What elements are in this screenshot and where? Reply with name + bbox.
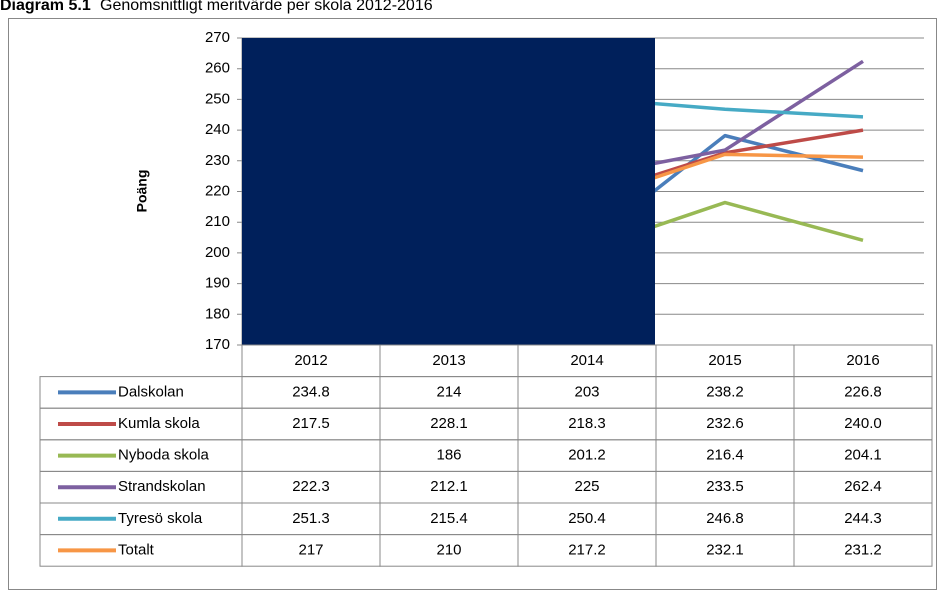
- table-value: 262.4: [844, 478, 882, 495]
- legend-label: Strandskolan: [118, 478, 206, 495]
- legend-label: Nyboda skola: [118, 447, 210, 464]
- y-tick-label: 220: [205, 182, 230, 199]
- table-value: 214: [436, 383, 461, 400]
- table-value: 246.8: [706, 510, 744, 527]
- chart-border: [8, 18, 937, 590]
- y-tick-label: 180: [205, 305, 230, 322]
- table-value: 222.3: [292, 478, 330, 495]
- table-value: 186: [436, 447, 461, 464]
- table-value: 233.5: [706, 478, 744, 495]
- table-value: 238.2: [706, 383, 744, 400]
- x-tick-label: 2013: [432, 352, 465, 369]
- table: 2012 2013 2014 2015 2016 Dalskolan 234.8 214 203…: [39, 344, 933, 567]
- table-value: 250.4: [568, 510, 606, 527]
- table-value: 215.4: [430, 510, 468, 527]
- table-value: 216.4: [706, 447, 744, 464]
- y-tick-label: 170: [205, 336, 230, 353]
- legend-label: Totalt: [118, 541, 155, 558]
- y-tick-label: 210: [205, 213, 230, 230]
- table-value: 210: [436, 541, 461, 558]
- legend-label: Tyresö skola: [118, 510, 203, 527]
- table-value: 244.3: [844, 510, 882, 527]
- table-cell: [241, 439, 381, 472]
- x-tick-label: 2016: [846, 352, 879, 369]
- table-value: 231.2: [844, 541, 882, 558]
- y-axis-label: Poäng: [134, 170, 150, 213]
- table-value: 201.2: [568, 447, 606, 464]
- redaction: [242, 38, 655, 345]
- x-tick-label: 2012: [294, 352, 327, 369]
- table-value: 225: [574, 478, 599, 495]
- table-value: 217: [298, 541, 323, 558]
- y-tick-label: 240: [205, 121, 230, 138]
- y-tick-label: 230: [205, 152, 230, 169]
- y-tick-label: 200: [205, 244, 230, 261]
- chart-title: Diagram 5.1: [0, 0, 91, 14]
- table-value: 240.0: [844, 415, 882, 432]
- table-value: 251.3: [292, 510, 330, 527]
- table-value: 232.6: [706, 415, 744, 432]
- y-tick-label: 260: [205, 60, 230, 77]
- y-tick-label: 190: [205, 275, 230, 292]
- table-value: 212.1: [430, 478, 468, 495]
- table-value: 204.1: [844, 447, 882, 464]
- legend-label: Kumla skola: [118, 415, 200, 432]
- table-value: 226.8: [844, 383, 882, 400]
- y-tick-label: 250: [205, 90, 230, 107]
- legend-label: Dalskolan: [118, 383, 184, 400]
- table-value: 232.1: [706, 541, 744, 558]
- y-tick-label: 270: [205, 29, 230, 46]
- table-value: 234.8: [292, 383, 330, 400]
- table-value: 217.2: [568, 541, 606, 558]
- table-cell: [793, 534, 933, 567]
- x-tick-label: 2014: [570, 352, 603, 369]
- x-tick-label: 2015: [708, 352, 741, 369]
- chart-subtitle: Genomsnittligt meritvärde per skola 2012…: [100, 0, 433, 14]
- table-value: 218.3: [568, 415, 606, 432]
- table-value: 228.1: [430, 415, 468, 432]
- table-value: 217.5: [292, 415, 330, 432]
- table-value: 203: [574, 383, 599, 400]
